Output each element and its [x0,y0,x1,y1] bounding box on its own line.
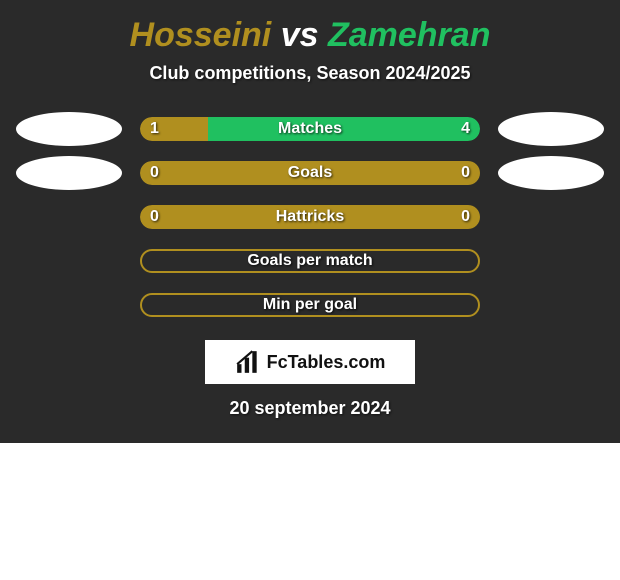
bar-fill-left [140,161,480,185]
stat-bar: 00Goals [140,161,480,185]
player-right-name: Zamehran [328,16,491,54]
stat-bar: Goals per match [140,249,480,273]
chart-icon [235,349,261,375]
spacer [498,244,604,278]
bar-fill-left [140,205,480,229]
stat-value-left: 0 [150,205,159,229]
stat-row: 14Matches [0,112,620,146]
stat-row: Goals per match [0,244,620,278]
stat-row: 00Hattricks [0,200,620,234]
avatar-left [16,156,122,190]
stat-label: Goals per match [142,251,478,271]
stat-bar: Min per goal [140,293,480,317]
spacer [16,200,122,234]
stat-rows: 14Matches00Goals00HattricksGoals per mat… [0,112,620,322]
avatar-right [498,156,604,190]
spacer [16,288,122,322]
bar-fill-right [208,117,480,141]
avatar-right [498,112,604,146]
spacer [498,200,604,234]
stat-bar: 14Matches [140,117,480,141]
stat-value-left: 1 [150,117,159,141]
stat-bar: 00Hattricks [140,205,480,229]
player-left-name: Hosseini [130,16,272,54]
avatar-left [16,112,122,146]
stat-value-right: 0 [461,161,470,185]
spacer [16,244,122,278]
comparison-card: Hosseini vs Zamehran Club competitions, … [0,0,620,443]
site-name: FcTables.com [267,352,386,373]
stat-label: Min per goal [142,295,478,315]
stat-value-right: 0 [461,205,470,229]
spacer [498,288,604,322]
subtitle: Club competitions, Season 2024/2025 [0,63,620,102]
date-label: 20 september 2024 [0,398,620,419]
stat-value-left: 0 [150,161,159,185]
stat-value-right: 4 [461,117,470,141]
vs-separator: vs [281,16,319,54]
stat-row: 00Goals [0,156,620,190]
page-title: Hosseini vs Zamehran [0,0,620,63]
site-logo[interactable]: FcTables.com [205,340,415,384]
stat-row: Min per goal [0,288,620,322]
